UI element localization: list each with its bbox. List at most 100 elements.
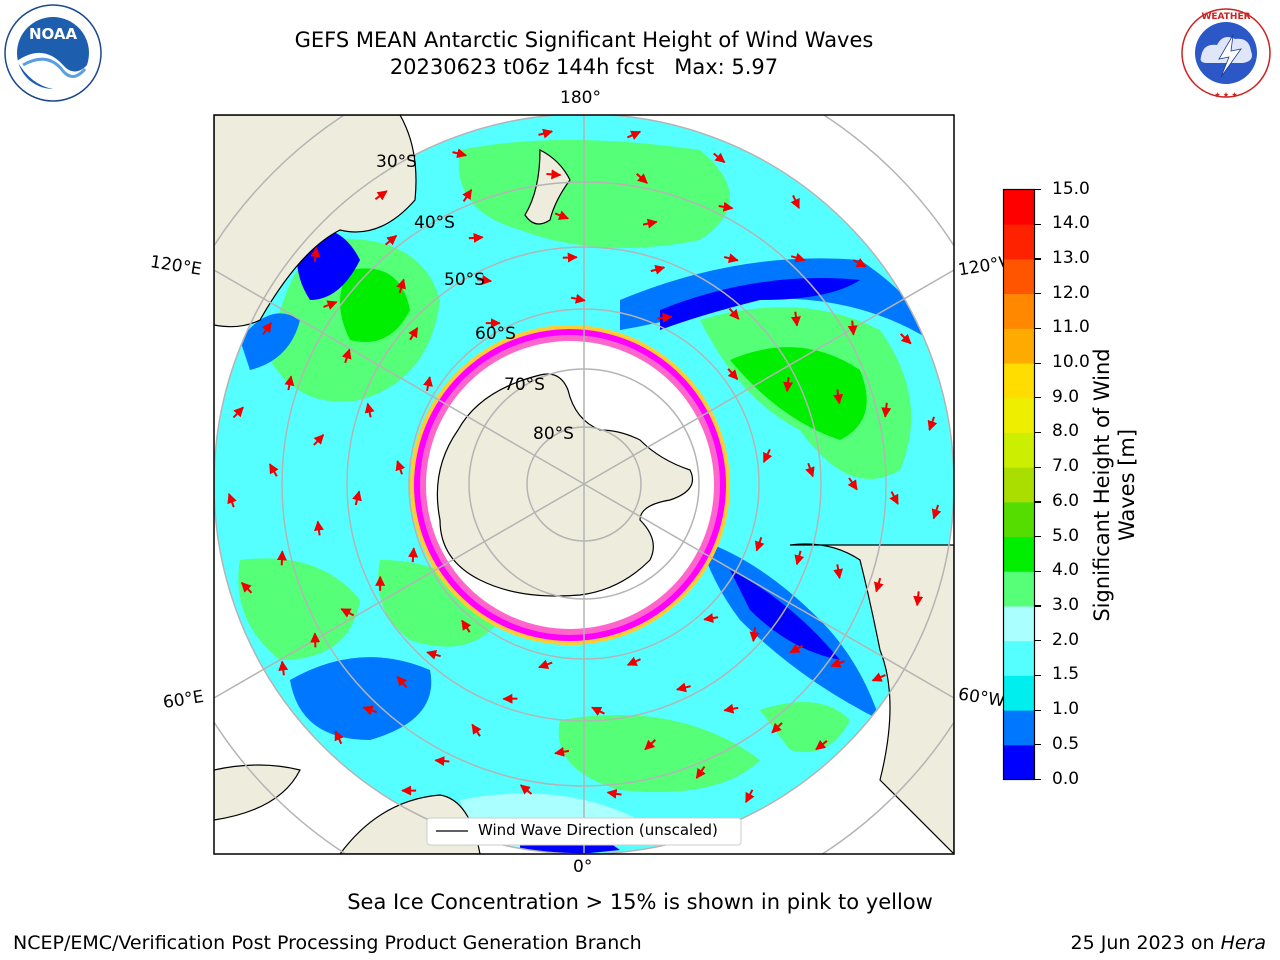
colorbar-tick-mark xyxy=(1035,640,1041,642)
wave-direction-arrow xyxy=(434,756,450,767)
colorbar-tick-mark xyxy=(1035,709,1041,711)
wave-direction-arrow xyxy=(340,608,355,618)
wave-direction-arrow xyxy=(396,675,408,688)
new-zealand-land xyxy=(524,149,571,225)
lat-label-50s: 50°S xyxy=(444,270,485,290)
colorbar-segment xyxy=(1003,710,1035,746)
wave-direction-arrow xyxy=(313,434,325,446)
wave-direction-arrow xyxy=(713,152,726,164)
wave-direction-arrow xyxy=(727,368,739,381)
colorbar xyxy=(1002,188,1036,781)
colorbar-tick-label: 15.0 xyxy=(1052,178,1090,199)
legend-label: Wind Wave Direction (unscaled) xyxy=(478,821,718,839)
wave-direction-arrow xyxy=(833,389,844,405)
colorbar-tick-label: 13.0 xyxy=(1052,247,1090,268)
wave-direction-arrow xyxy=(554,210,570,220)
colorbar-segment xyxy=(1003,293,1035,329)
colorbar-tick-mark xyxy=(1035,362,1041,364)
colorbar-tick-mark xyxy=(1035,189,1041,191)
colorbar-segment xyxy=(1003,363,1035,399)
chart-title-line2: 20230623 t06z 144h fcst Max: 5.97 xyxy=(389,55,779,79)
wave-direction-arrow xyxy=(790,252,806,263)
noaa-logo: NOAA xyxy=(3,3,103,103)
wave-direction-arrow xyxy=(754,536,765,552)
wave-direction-arrow xyxy=(703,613,719,624)
wave-direction-arrow xyxy=(874,577,884,593)
wave-direction-arrow xyxy=(789,643,803,654)
graticule xyxy=(214,115,954,854)
wave-direction-arrow xyxy=(790,311,801,327)
colorbar-tick-mark xyxy=(1035,674,1041,677)
lat-label-80s: 80°S xyxy=(533,424,574,444)
colorbar-tick-mark xyxy=(1035,501,1041,503)
wave-direction-arrow xyxy=(423,376,433,392)
colorbar-tick-mark xyxy=(1035,744,1041,746)
colorbar-segment xyxy=(1003,328,1035,364)
wave-direction-arrow xyxy=(310,632,321,648)
wave-direction-arrow xyxy=(931,504,942,520)
colorbar-segment xyxy=(1003,605,1035,642)
wave-direction-arrow xyxy=(276,550,287,566)
wave-direction-arrow xyxy=(695,766,706,779)
colorbar-tick-label: 5.0 xyxy=(1052,525,1080,546)
colorbar-segment xyxy=(1003,432,1035,468)
wave-direction-arrow xyxy=(745,789,755,804)
lat-label-60s: 60°S xyxy=(475,324,516,344)
sea-ice-note: Sea Ice Concentration > 15% is shown in … xyxy=(347,890,933,914)
wave-direction-arrow xyxy=(352,490,362,506)
colorbar-tick-label: 1.5 xyxy=(1052,664,1080,685)
colorbar-tick-label: 11.0 xyxy=(1052,317,1090,338)
wave-direction-arrow xyxy=(913,591,924,607)
wave-direction-arrow xyxy=(591,706,605,716)
colorbar-segment xyxy=(1003,536,1035,572)
colorbar-segment xyxy=(1003,501,1035,538)
colorbar-tick-mark xyxy=(1035,431,1041,434)
wave-direction-arrow xyxy=(790,194,800,210)
wave-direction-arrow xyxy=(794,550,805,566)
colorbar-tick-label: 4.0 xyxy=(1052,560,1080,581)
wave-direction-arrow xyxy=(570,293,586,304)
colorbar-segment xyxy=(1003,571,1035,607)
colorbar-tick-label: 9.0 xyxy=(1052,386,1080,407)
wave-direction-arrow xyxy=(626,656,641,666)
wave-direction-arrow xyxy=(723,703,739,714)
colorbar-tick-label: 0.0 xyxy=(1052,768,1080,789)
colorbar-tick-mark xyxy=(1035,605,1041,607)
colorbar-tick-mark xyxy=(1035,779,1041,781)
wave-direction-arrow xyxy=(771,722,783,734)
lat-label-40s: 40°S xyxy=(414,213,455,233)
colorbar-tick-mark xyxy=(1035,327,1041,329)
wave-direction-arrow xyxy=(642,218,658,229)
colorbar-segment xyxy=(1003,675,1035,711)
svg-text:NOAA: NOAA xyxy=(29,25,78,43)
wave-direction-arrow xyxy=(805,462,815,478)
colorbar-segment xyxy=(1003,467,1035,503)
wave-direction-arrow xyxy=(830,658,845,668)
wave-direction-arrow xyxy=(426,649,441,660)
wave-direction-arrow xyxy=(384,234,398,246)
wave-direction-arrow xyxy=(718,201,734,212)
wave-direction-arrow xyxy=(232,406,244,419)
wave-direction-arrow xyxy=(362,705,378,716)
lat-label-70s: 70°S xyxy=(504,375,545,395)
footer-credit: NCEP/EMC/Verification Post Processing Pr… xyxy=(13,932,642,954)
wave-direction-arrow xyxy=(636,172,648,184)
wave-direction-arrow xyxy=(650,264,666,275)
colorbar-segment xyxy=(1003,258,1035,295)
wave-direction-arrow xyxy=(334,730,344,745)
svg-text:★ ★ ★: ★ ★ ★ xyxy=(1214,91,1237,99)
wave-direction-arrow xyxy=(833,564,844,580)
wave-direction-arrow xyxy=(852,257,867,268)
colorbar-segment xyxy=(1003,189,1035,225)
lat-label-30s: 30°S xyxy=(376,152,417,172)
wave-direction-arrow xyxy=(847,320,858,336)
wave-direction-arrow xyxy=(374,190,388,201)
wave-direction-arrow xyxy=(676,682,691,693)
wave-direction-arrow xyxy=(889,491,899,505)
colorbar-tick-label: 3.0 xyxy=(1052,594,1080,615)
wave-direction-arrow xyxy=(723,253,739,264)
wave-direction-arrow xyxy=(468,232,484,243)
wave-direction-arrow xyxy=(847,477,858,491)
madagascar-land xyxy=(214,764,301,821)
